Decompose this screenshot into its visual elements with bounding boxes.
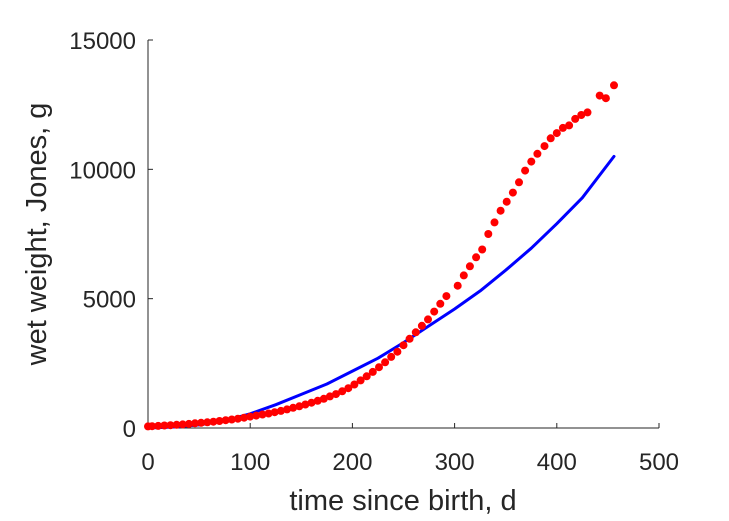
x-tick-label: 200 bbox=[332, 449, 372, 476]
data-point bbox=[233, 414, 242, 423]
data-point bbox=[577, 111, 586, 119]
data-point bbox=[496, 206, 505, 215]
data-point bbox=[484, 230, 493, 238]
data-point bbox=[154, 421, 163, 430]
data-point bbox=[332, 390, 340, 399]
data-point bbox=[515, 178, 523, 187]
data-point bbox=[540, 142, 549, 151]
data-point bbox=[301, 400, 310, 409]
data-point bbox=[368, 367, 377, 376]
data-point bbox=[356, 376, 365, 385]
data-point bbox=[197, 418, 206, 427]
data-point bbox=[203, 418, 212, 427]
data-point bbox=[453, 281, 462, 290]
data-point bbox=[375, 363, 383, 372]
data-point bbox=[166, 421, 175, 430]
data-point bbox=[344, 384, 353, 393]
axes bbox=[147, 40, 659, 429]
data-point bbox=[191, 419, 199, 428]
data-point bbox=[350, 380, 359, 389]
data-point bbox=[289, 403, 298, 412]
data-point bbox=[172, 420, 181, 429]
data-point bbox=[521, 166, 530, 175]
data-point bbox=[472, 253, 481, 262]
data-point bbox=[276, 406, 285, 415]
data-point bbox=[325, 392, 334, 401]
data-point bbox=[148, 422, 157, 431]
data-point bbox=[546, 134, 555, 143]
data-point bbox=[270, 408, 279, 417]
data-point bbox=[338, 387, 347, 396]
data-point bbox=[565, 121, 574, 130]
data-point bbox=[258, 410, 267, 419]
data-point bbox=[160, 421, 169, 430]
y-axis-label: wet weight, Jones, g bbox=[21, 103, 53, 367]
data-point bbox=[246, 412, 255, 421]
data-point bbox=[430, 307, 439, 316]
data-point bbox=[508, 188, 517, 197]
data-point bbox=[264, 409, 273, 418]
data-point bbox=[465, 262, 474, 271]
data-point bbox=[459, 271, 468, 280]
data-point bbox=[442, 292, 451, 301]
data-point bbox=[502, 197, 511, 206]
data-point bbox=[240, 413, 249, 422]
data-point bbox=[436, 299, 445, 308]
data-point bbox=[381, 358, 390, 367]
data-point bbox=[283, 405, 291, 414]
y-ticks: 0 5000 10000 15000 bbox=[69, 28, 153, 443]
data-point bbox=[319, 394, 328, 403]
x-tick-label: 300 bbox=[435, 449, 475, 476]
y-tick-label: 0 bbox=[123, 416, 136, 443]
data-point bbox=[533, 149, 542, 158]
y-tick-label: 10000 bbox=[69, 157, 136, 184]
x-ticks: 0 100 200 300 400 500 bbox=[141, 423, 679, 476]
model-fit-line bbox=[146, 154, 616, 430]
data-point bbox=[610, 81, 618, 90]
data-point bbox=[362, 372, 371, 381]
data-point bbox=[184, 419, 193, 428]
data-point bbox=[387, 352, 396, 361]
y-tick-label: 15000 bbox=[69, 28, 136, 55]
x-tick-label: 400 bbox=[537, 449, 577, 476]
y-tick-label: 5000 bbox=[83, 287, 136, 314]
x-axis-label: time since birth, d bbox=[289, 485, 516, 517]
plot-area bbox=[144, 81, 618, 431]
data-point bbox=[393, 347, 402, 356]
data-point bbox=[490, 218, 499, 227]
data-point bbox=[583, 108, 592, 117]
data-point bbox=[313, 396, 322, 405]
data-point bbox=[399, 341, 408, 350]
data-point bbox=[411, 328, 420, 337]
x-tick-label: 500 bbox=[639, 449, 679, 476]
data-point bbox=[424, 315, 432, 324]
data-point bbox=[307, 398, 316, 407]
data-point bbox=[252, 411, 261, 420]
x-tick-label: 0 bbox=[141, 449, 154, 476]
data-point bbox=[405, 334, 414, 343]
data-point bbox=[571, 114, 580, 123]
data-point bbox=[527, 157, 536, 166]
data-point bbox=[209, 417, 218, 426]
data-point bbox=[552, 129, 561, 138]
data-point bbox=[417, 321, 426, 330]
data-point bbox=[478, 245, 487, 254]
data-point bbox=[601, 94, 610, 103]
data-point bbox=[215, 417, 224, 425]
x-tick-label: 100 bbox=[230, 449, 270, 476]
data-point bbox=[178, 420, 187, 429]
data-point bbox=[558, 123, 567, 132]
data-point bbox=[595, 91, 604, 100]
data-point bbox=[221, 416, 230, 425]
data-point bbox=[227, 415, 236, 424]
data-point bbox=[295, 402, 304, 411]
